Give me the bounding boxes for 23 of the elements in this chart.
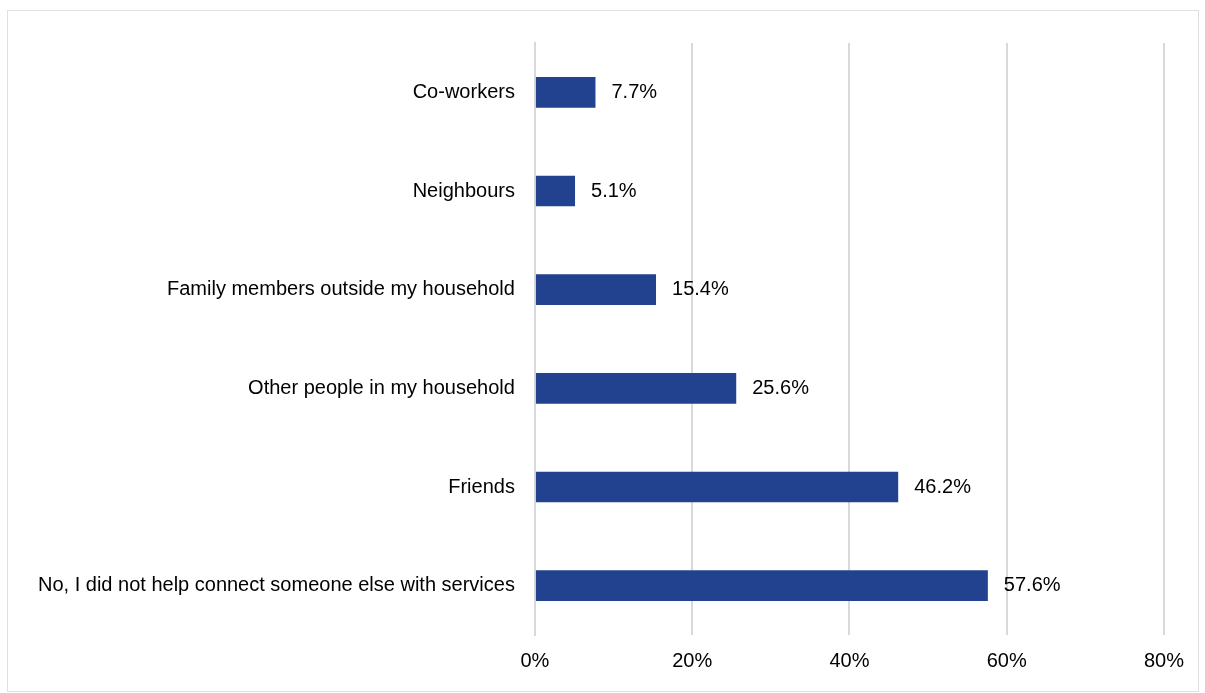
bar [535,175,576,207]
x-tick-label: 20% [672,648,713,671]
data-label: 46.2% [914,474,972,497]
bar [535,77,596,108]
y-tick-label: No, I did not help connect someone else with services [37,573,515,596]
x-tick-label: 40% [829,648,870,671]
data-label: 15.4% [672,277,729,300]
x-tick-label: 80% [1143,648,1185,671]
y-tick-label: Neighbours [412,178,515,201]
y-tick-label: Co-workers [412,79,515,102]
bar [535,274,657,305]
y-tick-label: Friends [448,474,515,497]
data-label: 25.6% [752,375,810,398]
x-tick-label: 60% [986,648,1027,671]
data-label: 5.1% [591,178,637,201]
y-tick-label: Family members outside my household [167,277,515,300]
bar [535,570,988,601]
bar [535,471,899,503]
data-label: 7.7% [611,79,658,102]
y-tick-label: Other people in my household [248,375,515,398]
bar [535,373,737,404]
x-tick-label: 0% [520,648,550,671]
data-label: 57.6% [1003,573,1061,596]
